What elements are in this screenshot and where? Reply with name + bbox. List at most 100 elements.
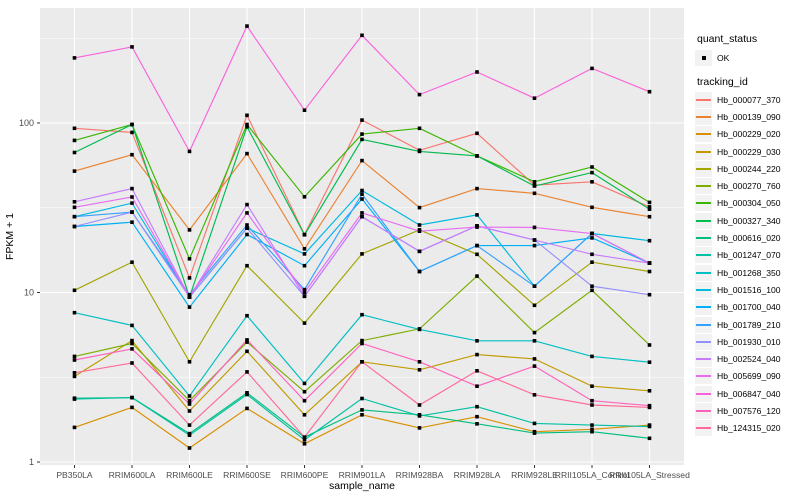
data-point (532, 184, 537, 188)
data-point (417, 149, 422, 154)
series-color-swatch (696, 150, 711, 153)
data-point (187, 446, 192, 450)
data-point (245, 211, 249, 215)
line-key-icon (695, 126, 712, 143)
data-point (130, 405, 134, 410)
data-point (130, 220, 134, 224)
legend-item-Hb_000229_030: Hb_000229_030 (695, 143, 781, 160)
data-point (245, 263, 249, 268)
series-color-swatch (696, 427, 711, 430)
data-point (647, 343, 652, 347)
series-color-swatch (696, 271, 711, 274)
data-point (72, 56, 77, 60)
data-point (302, 398, 307, 403)
series-color-swatch (696, 237, 711, 240)
data-point (72, 150, 77, 155)
series-color-swatch (696, 167, 711, 170)
data-point (647, 269, 652, 274)
data-point (417, 327, 422, 332)
legend-item-Hb_124315_020: Hb_124315_020 (695, 420, 781, 437)
legend-item-label: Hb_001516_100 (717, 284, 781, 295)
data-point (302, 381, 307, 386)
data-point (360, 408, 364, 412)
data-point (475, 186, 479, 191)
data-point (532, 330, 537, 335)
data-point (245, 338, 249, 342)
data-point (245, 406, 249, 411)
legend-item-Hb_000139_090: Hb_000139_090 (695, 108, 781, 125)
line-key-icon (695, 402, 712, 419)
data-point (130, 195, 134, 199)
data-point (532, 180, 537, 184)
data-point (417, 126, 422, 131)
data-point (475, 154, 479, 158)
data-point (360, 137, 364, 142)
line-key-icon (695, 91, 712, 108)
data-point (72, 310, 77, 315)
data-point (72, 288, 77, 293)
data-point (302, 263, 307, 268)
data-point (475, 422, 479, 426)
data-point (590, 165, 594, 169)
data-point (245, 122, 249, 127)
legend-item-label: Hb_001930_010 (717, 336, 781, 347)
data-point (590, 205, 594, 210)
data-point (72, 397, 77, 401)
y-tick-label: 10 (24, 288, 34, 298)
data-point (302, 233, 307, 237)
legend-item-ok: OK (695, 49, 729, 66)
data-point (360, 158, 364, 163)
series-color-swatch (696, 306, 711, 309)
series-color-swatch (696, 323, 711, 326)
data-point (72, 205, 77, 210)
data-point (245, 340, 249, 344)
data-point (187, 409, 192, 413)
legend-item-Hb_002524_040: Hb_002524_040 (695, 350, 781, 368)
legend-item-label: Hb_000244_220 (717, 163, 781, 174)
data-point (302, 195, 307, 199)
data-point (417, 368, 422, 372)
legend-item-Hb_001700_040: Hb_001700_040 (695, 299, 781, 316)
data-point (417, 360, 422, 364)
x-tick-label: RRIM928LE (511, 470, 558, 480)
line-key-icon (695, 281, 712, 298)
series-color-swatch (696, 392, 711, 395)
legend-tracking-id-items: Hb_000077_370 Hb_000139_090 Hb_000229_020 H… (688, 91, 781, 437)
line-key-icon (695, 316, 712, 333)
legend-item-label: Hb_000304_050 (717, 198, 781, 209)
legend-item-label: Hb_001268_350 (717, 267, 781, 278)
data-point (360, 118, 364, 122)
data-point (302, 294, 307, 299)
legend-item-Hb_001789_210: Hb_001789_210 (695, 316, 781, 333)
data-point (360, 341, 364, 346)
legend-item-label: Hb_002524_040 (717, 354, 781, 365)
data-point (590, 423, 594, 427)
x-tick-label: RRIM901LA (339, 470, 386, 480)
data-point (187, 276, 192, 280)
data-point (360, 33, 364, 38)
legend-item-label: Hb_000616_020 (717, 233, 781, 244)
data-point (302, 435, 307, 439)
data-point (647, 405, 652, 410)
legend-item-Hb_001516_100: Hb_001516_100 (695, 281, 781, 298)
data-point (532, 225, 537, 230)
legend-panel: quant_status OK tracking_id Hb_000077_37… (688, 0, 800, 500)
data-point (360, 188, 364, 193)
data-point (130, 361, 134, 365)
ok-point-key (695, 49, 712, 66)
line-key-icon (695, 351, 712, 368)
data-point (417, 223, 422, 227)
legend-item-label: Hb_006847_040 (717, 388, 781, 399)
data-point (302, 247, 307, 251)
legend-item-Hb_000229_020: Hb_000229_020 (695, 126, 781, 143)
x-tick-label: RRIM600SE (223, 470, 271, 480)
legend-quant-status-title: quant_status (697, 33, 758, 45)
data-point (590, 427, 594, 432)
line-key-icon (695, 368, 712, 385)
data-point (245, 226, 249, 230)
series-color-swatch (696, 254, 711, 257)
legend-item-label: Hb_001247_070 (717, 250, 781, 261)
data-point (245, 313, 249, 318)
data-point (302, 413, 307, 417)
point-symbol-icon (701, 55, 706, 60)
